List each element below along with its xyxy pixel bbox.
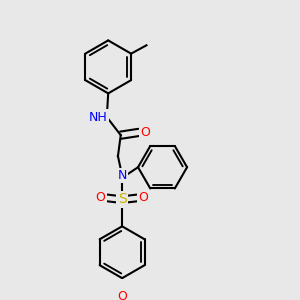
Text: O: O [96, 191, 106, 204]
Text: S: S [118, 192, 127, 206]
Text: NH: NH [88, 111, 107, 124]
Text: O: O [140, 126, 150, 139]
Text: N: N [117, 169, 127, 182]
Text: O: O [117, 290, 127, 300]
Text: O: O [139, 191, 148, 204]
